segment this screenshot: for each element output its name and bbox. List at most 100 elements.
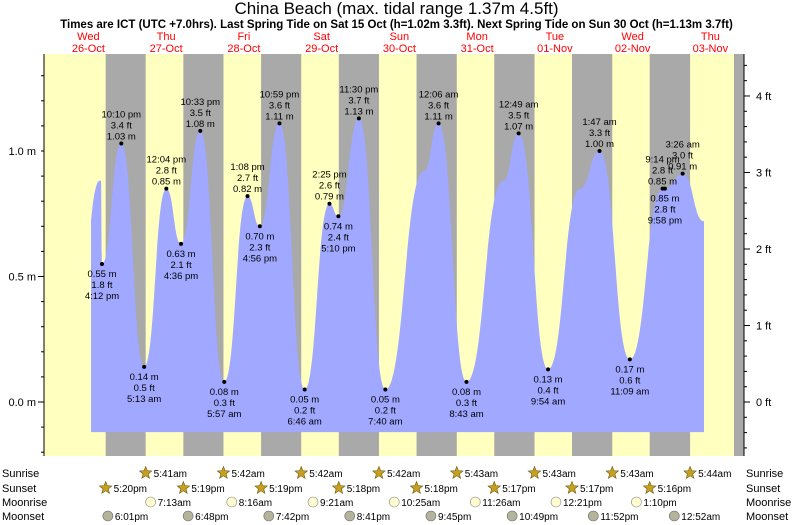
- sun-icon: [255, 482, 267, 494]
- tide-point: [100, 262, 104, 266]
- sun-icon: [410, 482, 422, 494]
- moonset-icon: [426, 511, 436, 521]
- astro-row-label-left: Sunset: [2, 483, 36, 495]
- moonset-icon: [183, 511, 193, 521]
- left-tick-label: 0.5 m: [8, 272, 36, 284]
- left-tick-label: 0.0 m: [8, 397, 36, 409]
- tide-label-m: 1.11 m: [424, 111, 452, 122]
- tide-label-ft: 3.6 ft: [269, 100, 290, 111]
- astro-row-label-left: Moonrise: [2, 497, 47, 509]
- sun-icon: [100, 482, 112, 494]
- tide-label-m: 0.82 m: [233, 184, 262, 195]
- moonrise-time: 1:10pm: [643, 498, 676, 509]
- sunrise-time: 5:44am: [698, 469, 731, 480]
- day-label-date: 02-Nov: [615, 43, 651, 55]
- day-label-date: 26-Oct: [72, 43, 105, 55]
- tide-label-time: 6:46 am: [288, 416, 322, 427]
- tide-label-ft: 2.1 ft: [170, 260, 191, 271]
- day-label-date: 30-Oct: [383, 43, 416, 55]
- sunrise-time: 5:41am: [154, 469, 187, 480]
- tide-label-time: 1:47 am: [582, 117, 616, 128]
- tide-label-ft: 2.4 ft: [328, 232, 349, 243]
- sun-icon: [488, 482, 500, 494]
- moonset-time: 6:48pm: [195, 512, 228, 523]
- moonrise-time: 9:21am: [320, 498, 353, 509]
- sunrise-time: 5:43am: [465, 469, 498, 480]
- day-label-dow: Wed: [621, 31, 643, 43]
- moonrise-icon: [146, 497, 156, 507]
- day-label-dow: Thu: [701, 31, 720, 43]
- tide-label-m: 0.70 m: [245, 231, 274, 242]
- moonrise-icon: [470, 497, 480, 507]
- astro-table: Sunrise SunriseSunset SunsetMoonrise Moonri…: [2, 467, 791, 524]
- day-label-date: 31-Oct: [461, 43, 494, 55]
- tide-point: [546, 367, 550, 371]
- tide-label-ft: 3.5 ft: [190, 108, 211, 119]
- tide-label-time: 5:10 pm: [321, 243, 355, 254]
- tide-label-time: 3:26 am: [665, 140, 699, 151]
- left-tick-label: 1.0 m: [8, 146, 36, 158]
- tide-point: [628, 357, 632, 361]
- day-label-dow: Sat: [313, 31, 330, 43]
- tide-label-m: 1.07 m: [504, 121, 533, 132]
- tide-label-ft: 1.8 ft: [91, 280, 112, 291]
- sun-icon: [373, 467, 385, 479]
- day-label-date: 01-Nov: [537, 43, 573, 55]
- tide-label-time: 1:08 pm: [230, 162, 264, 173]
- tide-label-ft: 2.6 ft: [319, 181, 340, 192]
- tide-label-m: 0.91 m: [668, 162, 697, 173]
- tide-point: [222, 380, 226, 384]
- day-label-date: 03-Nov: [693, 43, 729, 55]
- sunset-time: 5:19pm: [191, 484, 224, 495]
- moonrise-icon: [227, 497, 237, 507]
- tide-label-ft: 3.4 ft: [111, 120, 132, 131]
- moonrise-time: 10:25am: [401, 498, 440, 509]
- tide-label-time: 11:30 pm: [339, 84, 378, 95]
- tide-label-m: 0.63 m: [167, 249, 196, 260]
- tide-label-m: 1.08 m: [186, 119, 215, 130]
- astro-row-label-right: Sunrise: [746, 468, 783, 480]
- tide-label-ft: 2.3 ft: [249, 242, 270, 253]
- day-label-dow: Sun: [390, 31, 410, 43]
- moonset-icon: [264, 511, 274, 521]
- moonset-icon: [345, 511, 355, 521]
- moonrise-icon: [389, 497, 399, 507]
- tide-label-time: 12:06 am: [419, 89, 459, 100]
- tide-label-time: 9:58 pm: [648, 216, 682, 227]
- astro-row-label-right: Moonset: [746, 511, 788, 523]
- tide-label-time: 12:04 pm: [147, 155, 187, 166]
- moonset-time: 12:52am: [681, 512, 720, 523]
- tide-label-ft: 0.3 ft: [214, 398, 235, 409]
- tide-label-m: 0.08 m: [210, 387, 239, 398]
- tide-point: [383, 387, 387, 391]
- sunset-time: 5:20pm: [114, 484, 147, 495]
- sun-icon: [295, 467, 307, 479]
- day-labels: Wed26-OctThu27-OctFri28-OctSat29-OctSun3…: [72, 31, 729, 55]
- tide-label-ft: 0.2 ft: [294, 405, 315, 416]
- tide-label-time: 11:09 am: [610, 386, 649, 397]
- day-label-date: 28-Oct: [227, 43, 260, 55]
- moonrise-time: 12:21pm: [563, 498, 602, 509]
- moonset-time: 10:49pm: [519, 512, 558, 523]
- sun-icon: [140, 467, 152, 479]
- tide-label-m: 0.85 m: [650, 194, 679, 205]
- tide-label-time: 4:36 pm: [164, 271, 198, 282]
- sun-icon: [606, 467, 618, 479]
- tide-label-ft: 3.5 ft: [508, 110, 529, 121]
- tide-label-time: 9:54 am: [531, 396, 565, 407]
- moonset-icon: [669, 511, 679, 521]
- sun-icon: [566, 482, 578, 494]
- moonrise-time: 11:26am: [482, 498, 520, 509]
- tide-point: [303, 387, 307, 391]
- sunrise-time: 5:43am: [543, 469, 576, 480]
- tide-point: [663, 187, 667, 191]
- sunrise-time: 5:43am: [620, 469, 653, 480]
- tide-label-ft: 3.3 ft: [589, 128, 610, 139]
- tide-label-time: 10:33 pm: [180, 97, 220, 108]
- tide-label-m: 0.05 m: [371, 394, 400, 405]
- moonset-time: 11:52pm: [600, 512, 638, 523]
- tide-label-m: 0.05 m: [290, 394, 319, 405]
- tide-label-ft: 0.3 ft: [456, 398, 477, 409]
- tide-point: [142, 365, 146, 369]
